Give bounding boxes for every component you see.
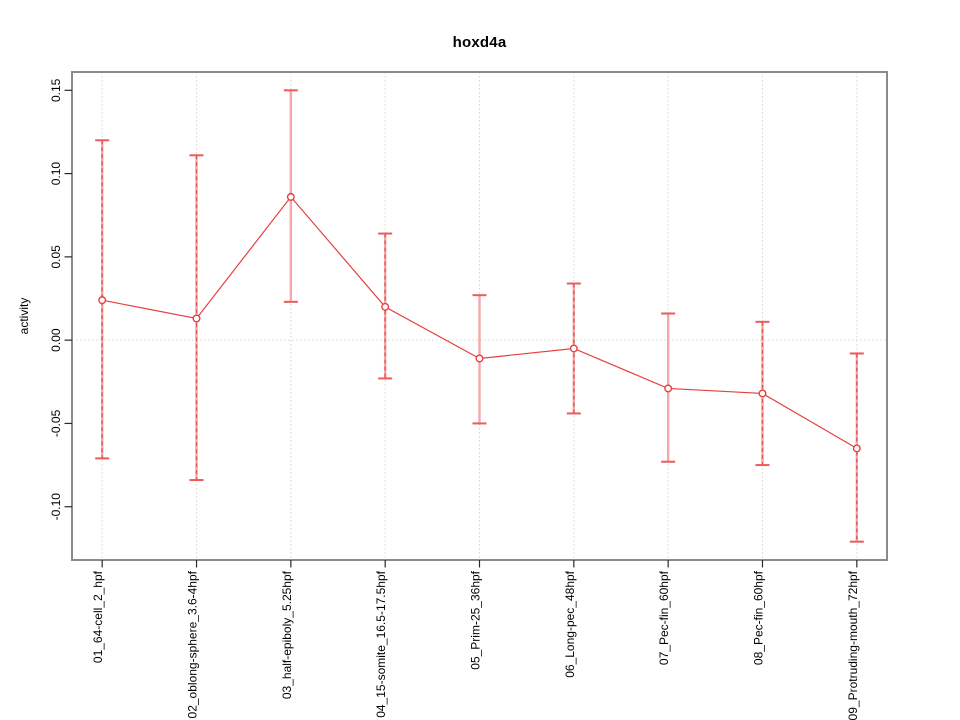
chart-title: hoxd4a xyxy=(452,34,507,51)
data-point-marker xyxy=(758,389,767,398)
category-label: 05_Prim-25_36hpf xyxy=(469,570,483,669)
category-label: 06_Long-pec_48hpf xyxy=(563,570,577,677)
y-tick-label: -0.05 xyxy=(49,409,63,437)
data-point-marker xyxy=(852,444,861,453)
data-point-marker xyxy=(569,344,578,353)
category-label: 09_Protruding-mouth_72hpf xyxy=(846,570,860,720)
y-tick-label: -0.10 xyxy=(49,493,63,521)
y-axis-title: activity xyxy=(17,297,31,335)
data-point-marker xyxy=(664,384,673,393)
category-label: 07_Pec-fin_60hpf xyxy=(657,570,671,665)
data-point-marker xyxy=(475,354,484,363)
category-label: 08_Pec-fin_60hpf xyxy=(751,570,765,665)
data-point-marker xyxy=(98,296,107,305)
y-tick-label: 0.10 xyxy=(49,162,63,186)
data-point-marker xyxy=(381,302,390,311)
category-label: 04_15-somite_16.5-17.5hpf xyxy=(374,570,388,717)
y-tick-label: 0.00 xyxy=(49,328,63,352)
y-tick-label: 0.15 xyxy=(49,78,63,102)
data-point-marker xyxy=(286,192,295,201)
category-label: 03_half-epiboly_5.25hpf xyxy=(280,570,294,699)
category-label: 02_oblong-sphere_3.6-4hpf xyxy=(186,570,200,718)
y-tick-label: 0.05 xyxy=(49,245,63,269)
data-point-marker xyxy=(192,314,201,323)
category-label: 01_64-cell_2_hpf xyxy=(91,570,105,663)
